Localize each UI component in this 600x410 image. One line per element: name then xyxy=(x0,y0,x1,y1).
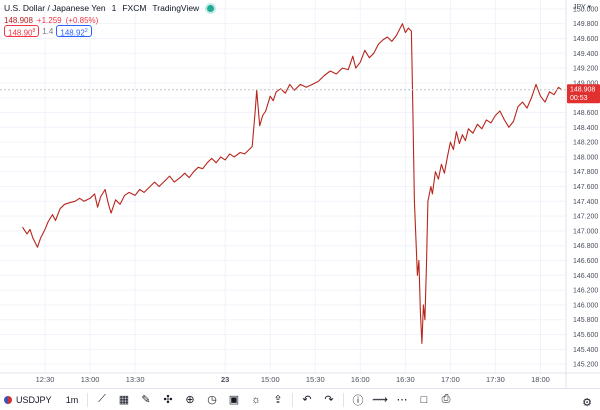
y-tick-label: 149.600 xyxy=(573,36,598,43)
ohlc-readout: 148.908 +1.259 (+0.85%) xyxy=(4,16,98,25)
bar-countdown: 00:53 xyxy=(570,95,588,102)
x-tick-label: 18:00 xyxy=(531,375,550,384)
x-tick-label: 15:00 xyxy=(261,375,280,384)
market-open-icon xyxy=(207,4,215,12)
x-tick-label: 16:30 xyxy=(396,375,415,384)
interval-label: 1 xyxy=(111,3,117,13)
redo-icon[interactable]: ↷ xyxy=(324,394,334,406)
line-chart-icon[interactable]: ⟋ xyxy=(98,393,106,405)
spread-value: 1.4 xyxy=(42,26,54,36)
y-tick-label: 148.200 xyxy=(573,140,598,147)
y-tick-label: 149.400 xyxy=(573,51,598,58)
more-icon[interactable]: ⋯ xyxy=(396,394,408,406)
y-tick-label: 146.600 xyxy=(573,258,598,265)
y-tick-label: 147.600 xyxy=(573,184,598,191)
share-icon[interactable]: ⇪ xyxy=(273,394,283,406)
undo-icon[interactable]: ↶ xyxy=(302,394,312,406)
toolbar-divider xyxy=(292,392,293,407)
x-tick-label: 12:30 xyxy=(36,375,55,384)
y-tick-label: 146.800 xyxy=(573,243,598,250)
x-tick-label: 13:00 xyxy=(81,375,100,384)
y-tick-label: 149.200 xyxy=(573,66,598,73)
alert-icon[interactable]: ◷ xyxy=(207,394,217,406)
last-price-tag-value: 148.908 xyxy=(570,87,595,94)
y-tick-label: 150.000 xyxy=(573,6,598,13)
y-tick-label: 145.400 xyxy=(573,347,598,354)
bottom-toolbar: USDJPY 1m ⟋ ▦ ✎ ✣ ⊕ ◷ ▣ ☼ ⇪ ↶ ↷ ⓘ ⟿ ⋯ □ … xyxy=(0,388,600,410)
toolbar-divider xyxy=(343,392,344,407)
settings-gear-icon[interactable]: ⚙ xyxy=(582,396,592,409)
replay-icon[interactable]: ▣ xyxy=(228,394,240,406)
bar-style-icon[interactable]: ▦ xyxy=(118,394,130,406)
info-icon[interactable]: ⓘ xyxy=(352,394,364,407)
x-tick-label: 13:30 xyxy=(126,375,145,384)
y-tick-label: 149.000 xyxy=(573,80,598,87)
brush-icon[interactable]: ✎ xyxy=(141,394,151,406)
y-tick-label: 146.200 xyxy=(573,288,598,295)
chart-legend: U.S. Dollar / Japanese Yen 1 FXCM Tradin… xyxy=(4,3,215,13)
y-tick-label: 149.800 xyxy=(573,21,598,28)
y-tick-label: 146.000 xyxy=(573,302,598,309)
y-tick-label: 147.200 xyxy=(573,214,598,221)
y-tick-label: 147.400 xyxy=(573,199,598,206)
toolbar-divider xyxy=(87,392,88,407)
y-tick-label: 148.400 xyxy=(573,125,598,132)
change-percent-readout: (+0.85%) xyxy=(65,16,99,25)
last-price-readout: 148.908 xyxy=(4,16,33,25)
x-tick-label: 17:00 xyxy=(441,375,460,384)
y-tick-label: 148.600 xyxy=(573,110,598,117)
fullscreen-icon[interactable]: □ xyxy=(420,393,428,406)
last-price-tag xyxy=(567,84,600,104)
y-tick-label: 147.800 xyxy=(573,169,598,176)
y-tick-label: 146.400 xyxy=(573,273,598,280)
trading-buttons: 148.908 1.4 148.922 xyxy=(4,25,92,38)
x-tick-label: 23 xyxy=(221,375,229,384)
x-tick-label: 16:00 xyxy=(351,375,370,384)
buy-button[interactable]: 148.922 xyxy=(56,25,92,38)
brand-label: TradingView xyxy=(152,3,200,13)
currency-label[interactable]: JPY ▾ xyxy=(573,4,592,11)
x-tick-label: 17:30 xyxy=(486,375,505,384)
lightbulb-icon[interactable]: ☼ xyxy=(250,393,262,406)
add-icon[interactable]: ⊕ xyxy=(185,394,195,406)
x-tick-label: 15:30 xyxy=(306,375,325,384)
sell-button[interactable]: 148.908 xyxy=(4,25,40,38)
exchange-label: FXCM xyxy=(122,3,147,13)
camera-icon[interactable]: ⎙ xyxy=(441,393,451,405)
symbol-search-button[interactable]: USDJPY xyxy=(4,390,54,410)
toolbar-symbol-label: USDJPY xyxy=(16,394,52,405)
interval-button[interactable]: 1m xyxy=(65,394,79,405)
crosshair-icon[interactable]: ✣ xyxy=(163,394,173,406)
change-readout: +1.259 xyxy=(36,16,62,25)
trend-icon[interactable]: ⟿ xyxy=(372,394,388,406)
y-tick-label: 147.000 xyxy=(573,228,598,235)
y-tick-label: 145.600 xyxy=(573,332,598,339)
price-series-line xyxy=(22,23,562,344)
symbol-title[interactable]: U.S. Dollar / Japanese Yen xyxy=(4,3,106,13)
currency-flag-icon xyxy=(4,395,12,404)
y-tick-label: 145.200 xyxy=(573,362,598,369)
y-tick-label: 145.800 xyxy=(573,317,598,324)
y-tick-label: 148.000 xyxy=(573,154,598,161)
